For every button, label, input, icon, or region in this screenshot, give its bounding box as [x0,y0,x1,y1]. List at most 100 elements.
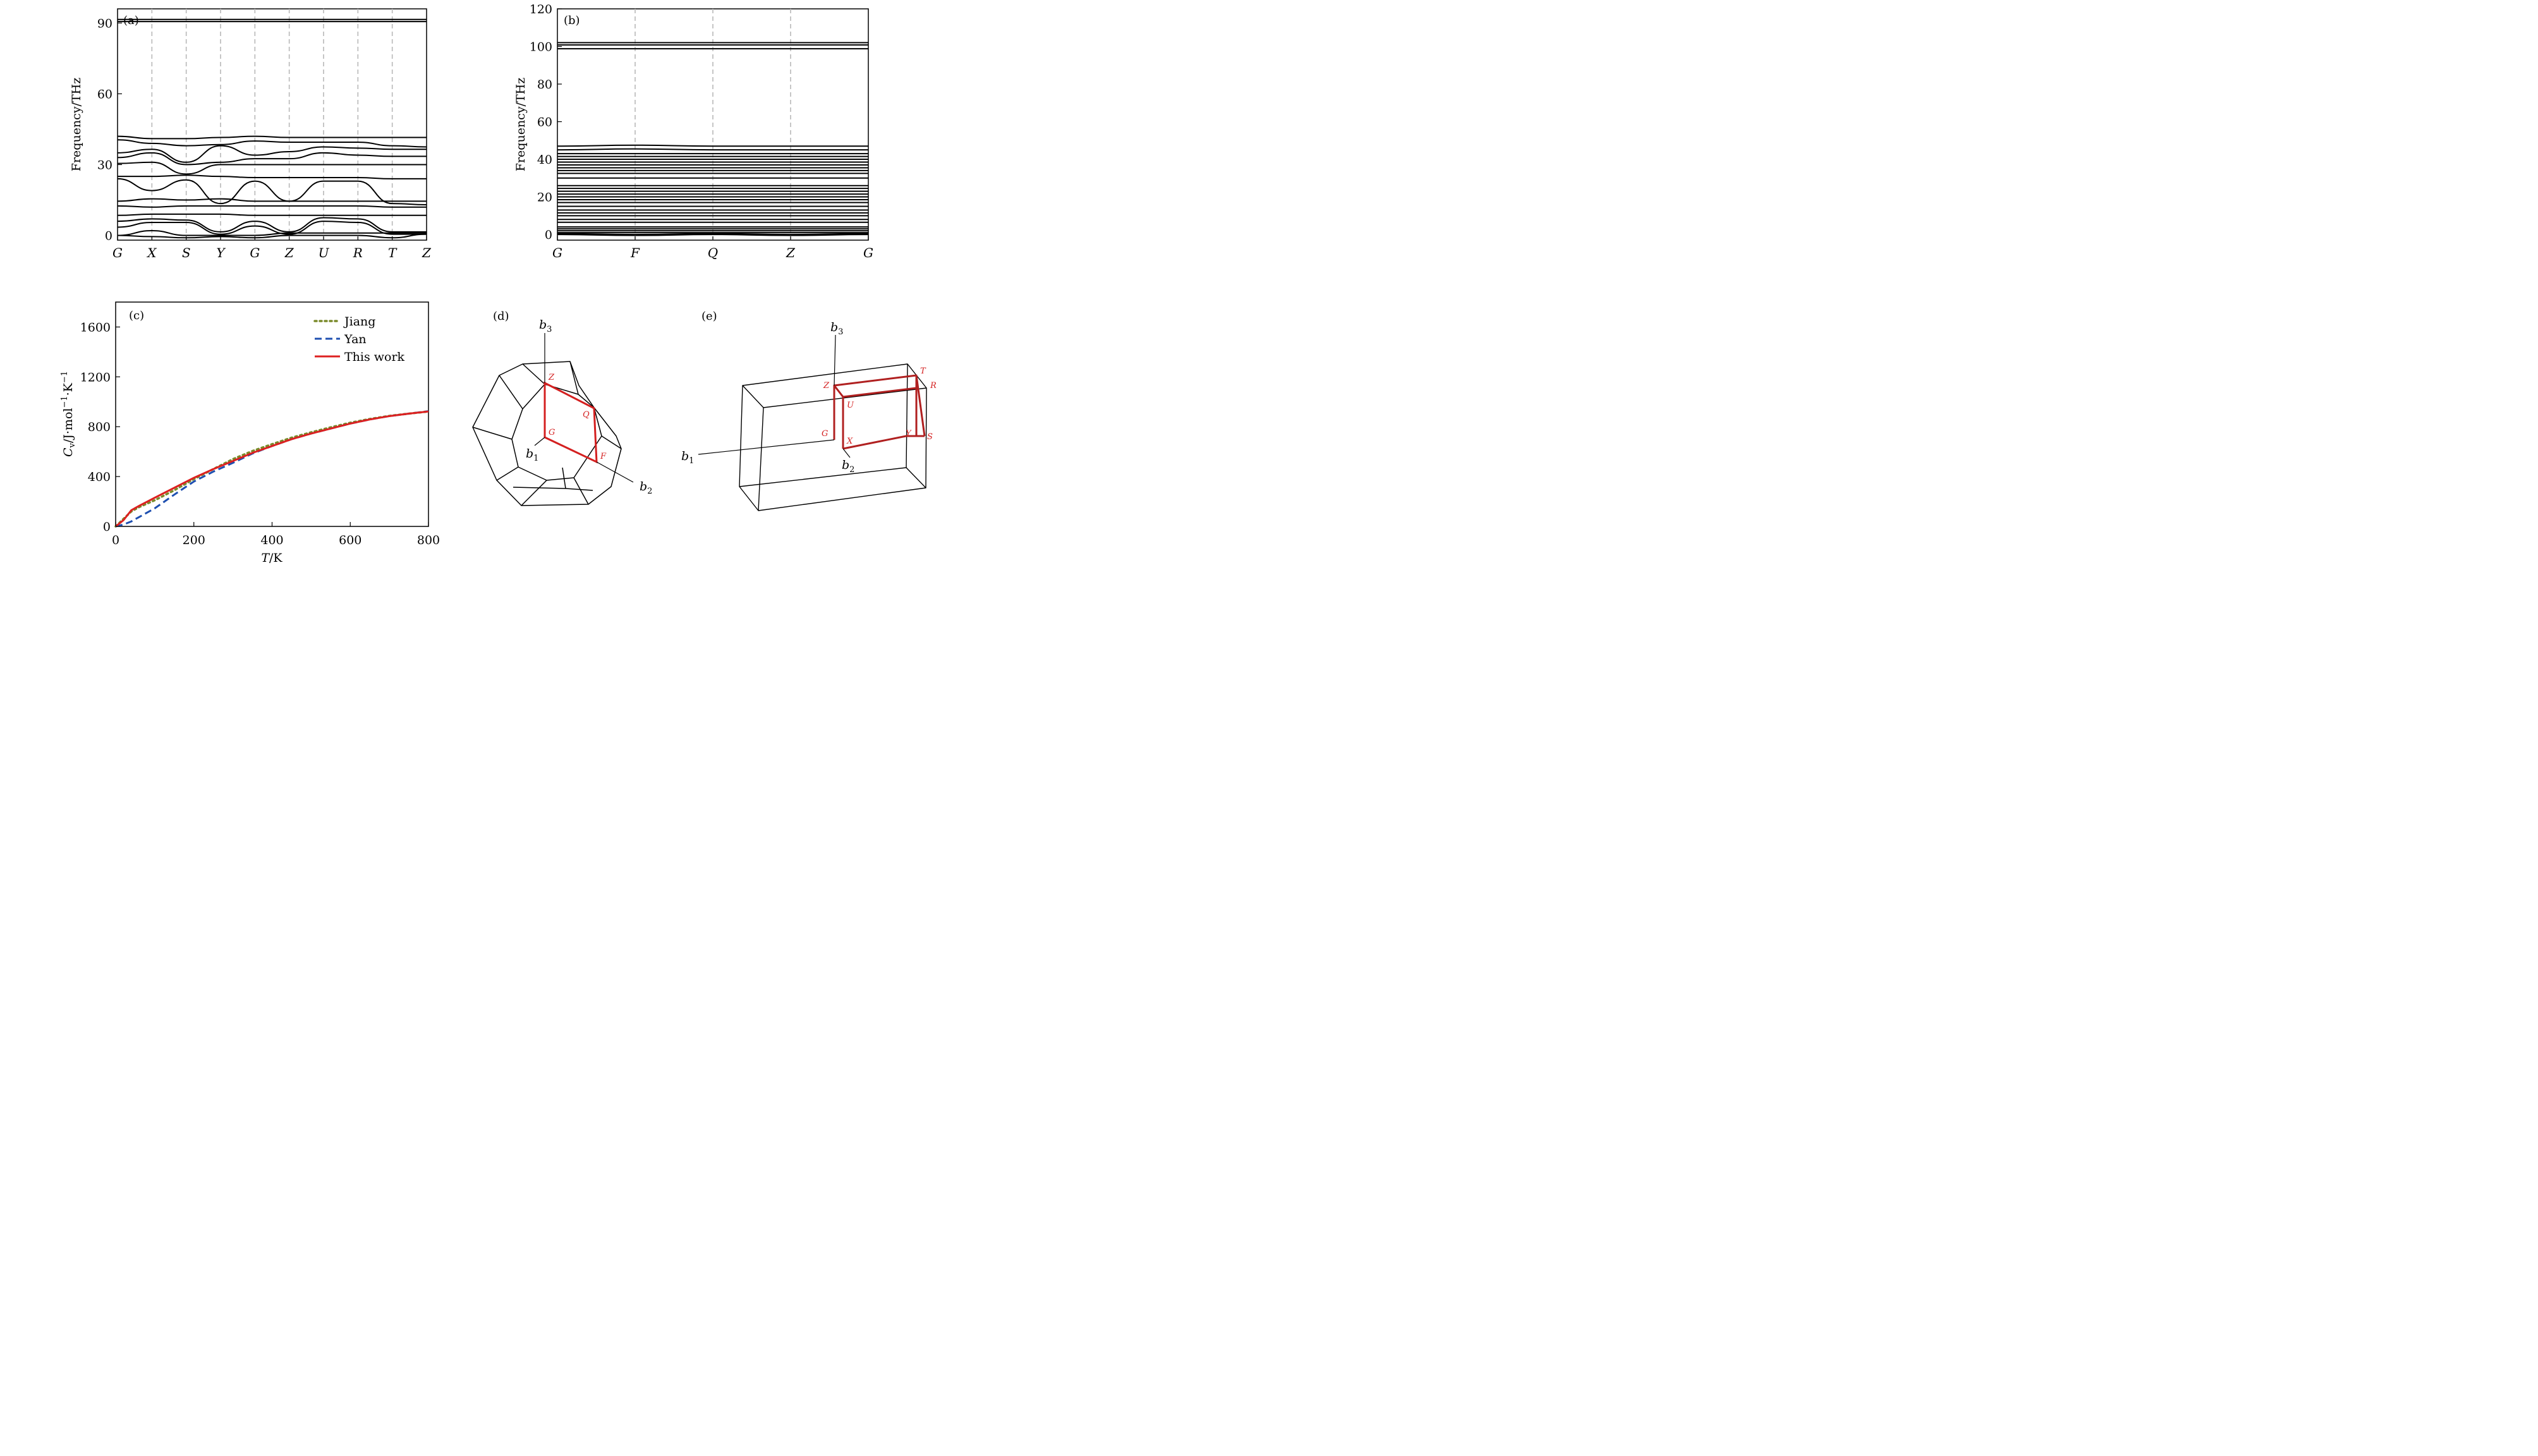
b-ytick-label: 40 [537,153,552,167]
panel-d-polyhedron [472,361,622,506]
panel-e-point-Z: Z [823,381,830,391]
panel-b-phonon-dispersion: 0 20 40 60 80 100 120 G F Q Z G (b) Frequency/THz [514,3,873,260]
b-band-line [557,234,869,236]
a-xtick-label: G [250,245,260,260]
panel-e-point-R: R [930,381,937,391]
panel-a-phonon-dispersion: 0 30 60 90 G X S Y G Z U R T Z (a) Frequency/THz [70,8,432,260]
b-ytick-label: 0 [545,228,552,242]
panel-d-b1-label: b1 [526,447,538,463]
a-band-line [117,205,427,208]
a-xtick-label: T [388,245,398,260]
a-ytick-label: 90 [97,16,112,30]
panel-d-brillouin-zone: (d) b3 b1 b2 Z Q G F [472,310,652,506]
panel-c-xtick-label: 800 [417,533,440,547]
a-xtick-label: Z [422,245,432,260]
a-xtick-label: Y [216,245,226,260]
a-band-line [117,161,427,175]
a-ytick-label: 60 [97,87,112,101]
a-ytick-label: 0 [105,229,112,243]
panel-d-point-Q: Q [583,410,590,420]
a-xtick-label: S [182,245,191,260]
a-xtick-label: X [146,245,157,260]
a-band-line [117,217,427,233]
a-band-line [117,139,427,148]
b-xtick-label: G [552,245,562,260]
panel-d-b3-label: b3 [539,318,552,334]
a-ytick-label: 30 [97,158,112,172]
panel-d-point-F: F [600,452,607,461]
panel-d-b2-label: b2 [640,480,652,496]
panel-b-label: (b) [564,14,580,27]
panel-c-heat-capacity: 0 400 800 1200 1600 0 200 400 600 800 (c) Jiang Y… [60,301,440,565]
panel-e-point-X: X [846,437,853,446]
panel-c-ytick-label: 1600 [80,320,111,334]
a-band-line [117,135,427,140]
a-band-line [117,221,427,235]
a-band-line [117,230,427,236]
panel-b-ylabel: Frequency/THz [514,78,528,171]
a-band-line [117,213,427,216]
a-band-line [117,178,427,205]
panel-c-series-line [115,410,429,528]
panel-e-point-U: U [847,401,854,410]
panel-d-b2-axis [596,461,634,483]
panel-d-label: (d) [493,310,509,323]
panel-d-kpath [543,381,598,464]
panel-c-legend-label: This work [344,350,405,364]
b-ytick-label: 20 [537,191,552,205]
panel-e-point-T: T [920,367,926,376]
a-xtick-label: G [112,245,123,260]
panel-c-xtick-label: 600 [339,533,361,547]
panel-c-ytick-label: 800 [88,420,111,434]
panel-c-series-line [114,410,430,528]
b-ytick-label: 60 [537,116,552,130]
b-xtick-label: Z [786,245,796,260]
panel-e-label: (e) [701,310,717,323]
panel-e-b1-axis [698,439,835,455]
panel-c-ytick-label: 400 [88,470,111,484]
panel-e-box [739,363,927,511]
b-band-line [557,148,868,151]
b-xtick-label: G [863,245,873,260]
panel-a-ylabel: Frequency/THz [70,78,83,171]
panel-e-b3-axis [834,334,836,386]
panel-e-b2-axis [842,448,851,458]
panel-c-xlabel: T/K [261,551,282,565]
panel-e-point-S: S [927,432,933,442]
a-band-line [117,152,427,166]
a-band-line [118,174,427,179]
panel-e-brillouin-zone: (e) b3 b1 b2 T R Z U G X [681,310,937,511]
b-xtick-label: F [630,245,640,260]
panel-e-point-G: G [822,429,828,439]
panel-c-ylabel: Cv/J·mol−1·K−1 [60,371,77,457]
panel-d-point-G: G [549,428,555,437]
a-xtick-label: R [353,245,363,260]
b-ytick-label: 80 [537,78,552,92]
panel-e-point-Y: Y [906,429,912,439]
b-band-line [557,144,868,147]
b-ytick-label: 100 [530,40,552,54]
panel-e-b2-label: b2 [842,458,854,475]
panel-e-b1-label: b1 [681,449,694,466]
b-ytick-label: 120 [530,3,552,16]
a-band-line [117,198,427,202]
a-band-line [117,233,427,239]
panel-c-ytick-label: 1200 [80,370,111,384]
panel-c-ytick-label: 0 [103,520,111,534]
panel-c-legend-label: Yan [344,332,367,346]
panel-a-frame [117,8,427,241]
a-xtick-label: U [319,245,330,260]
a-xtick-label: Z [284,245,294,260]
panel-c-series-line [115,410,429,528]
b-xtick-label: Q [708,245,718,260]
a-band-line [117,145,427,163]
panel-e-kpath [833,374,926,450]
panel-c-xtick-label: 200 [183,533,205,547]
panel-c-legend: Jiang Yan This work [313,315,405,364]
panel-c-xtick-label: 0 [112,533,119,547]
panel-d-b1-axis [534,437,545,446]
panel-c-label: (c) [129,309,144,322]
panel-c-xtick-label: 400 [260,533,283,547]
panel-e-b3-label: b3 [830,320,843,337]
